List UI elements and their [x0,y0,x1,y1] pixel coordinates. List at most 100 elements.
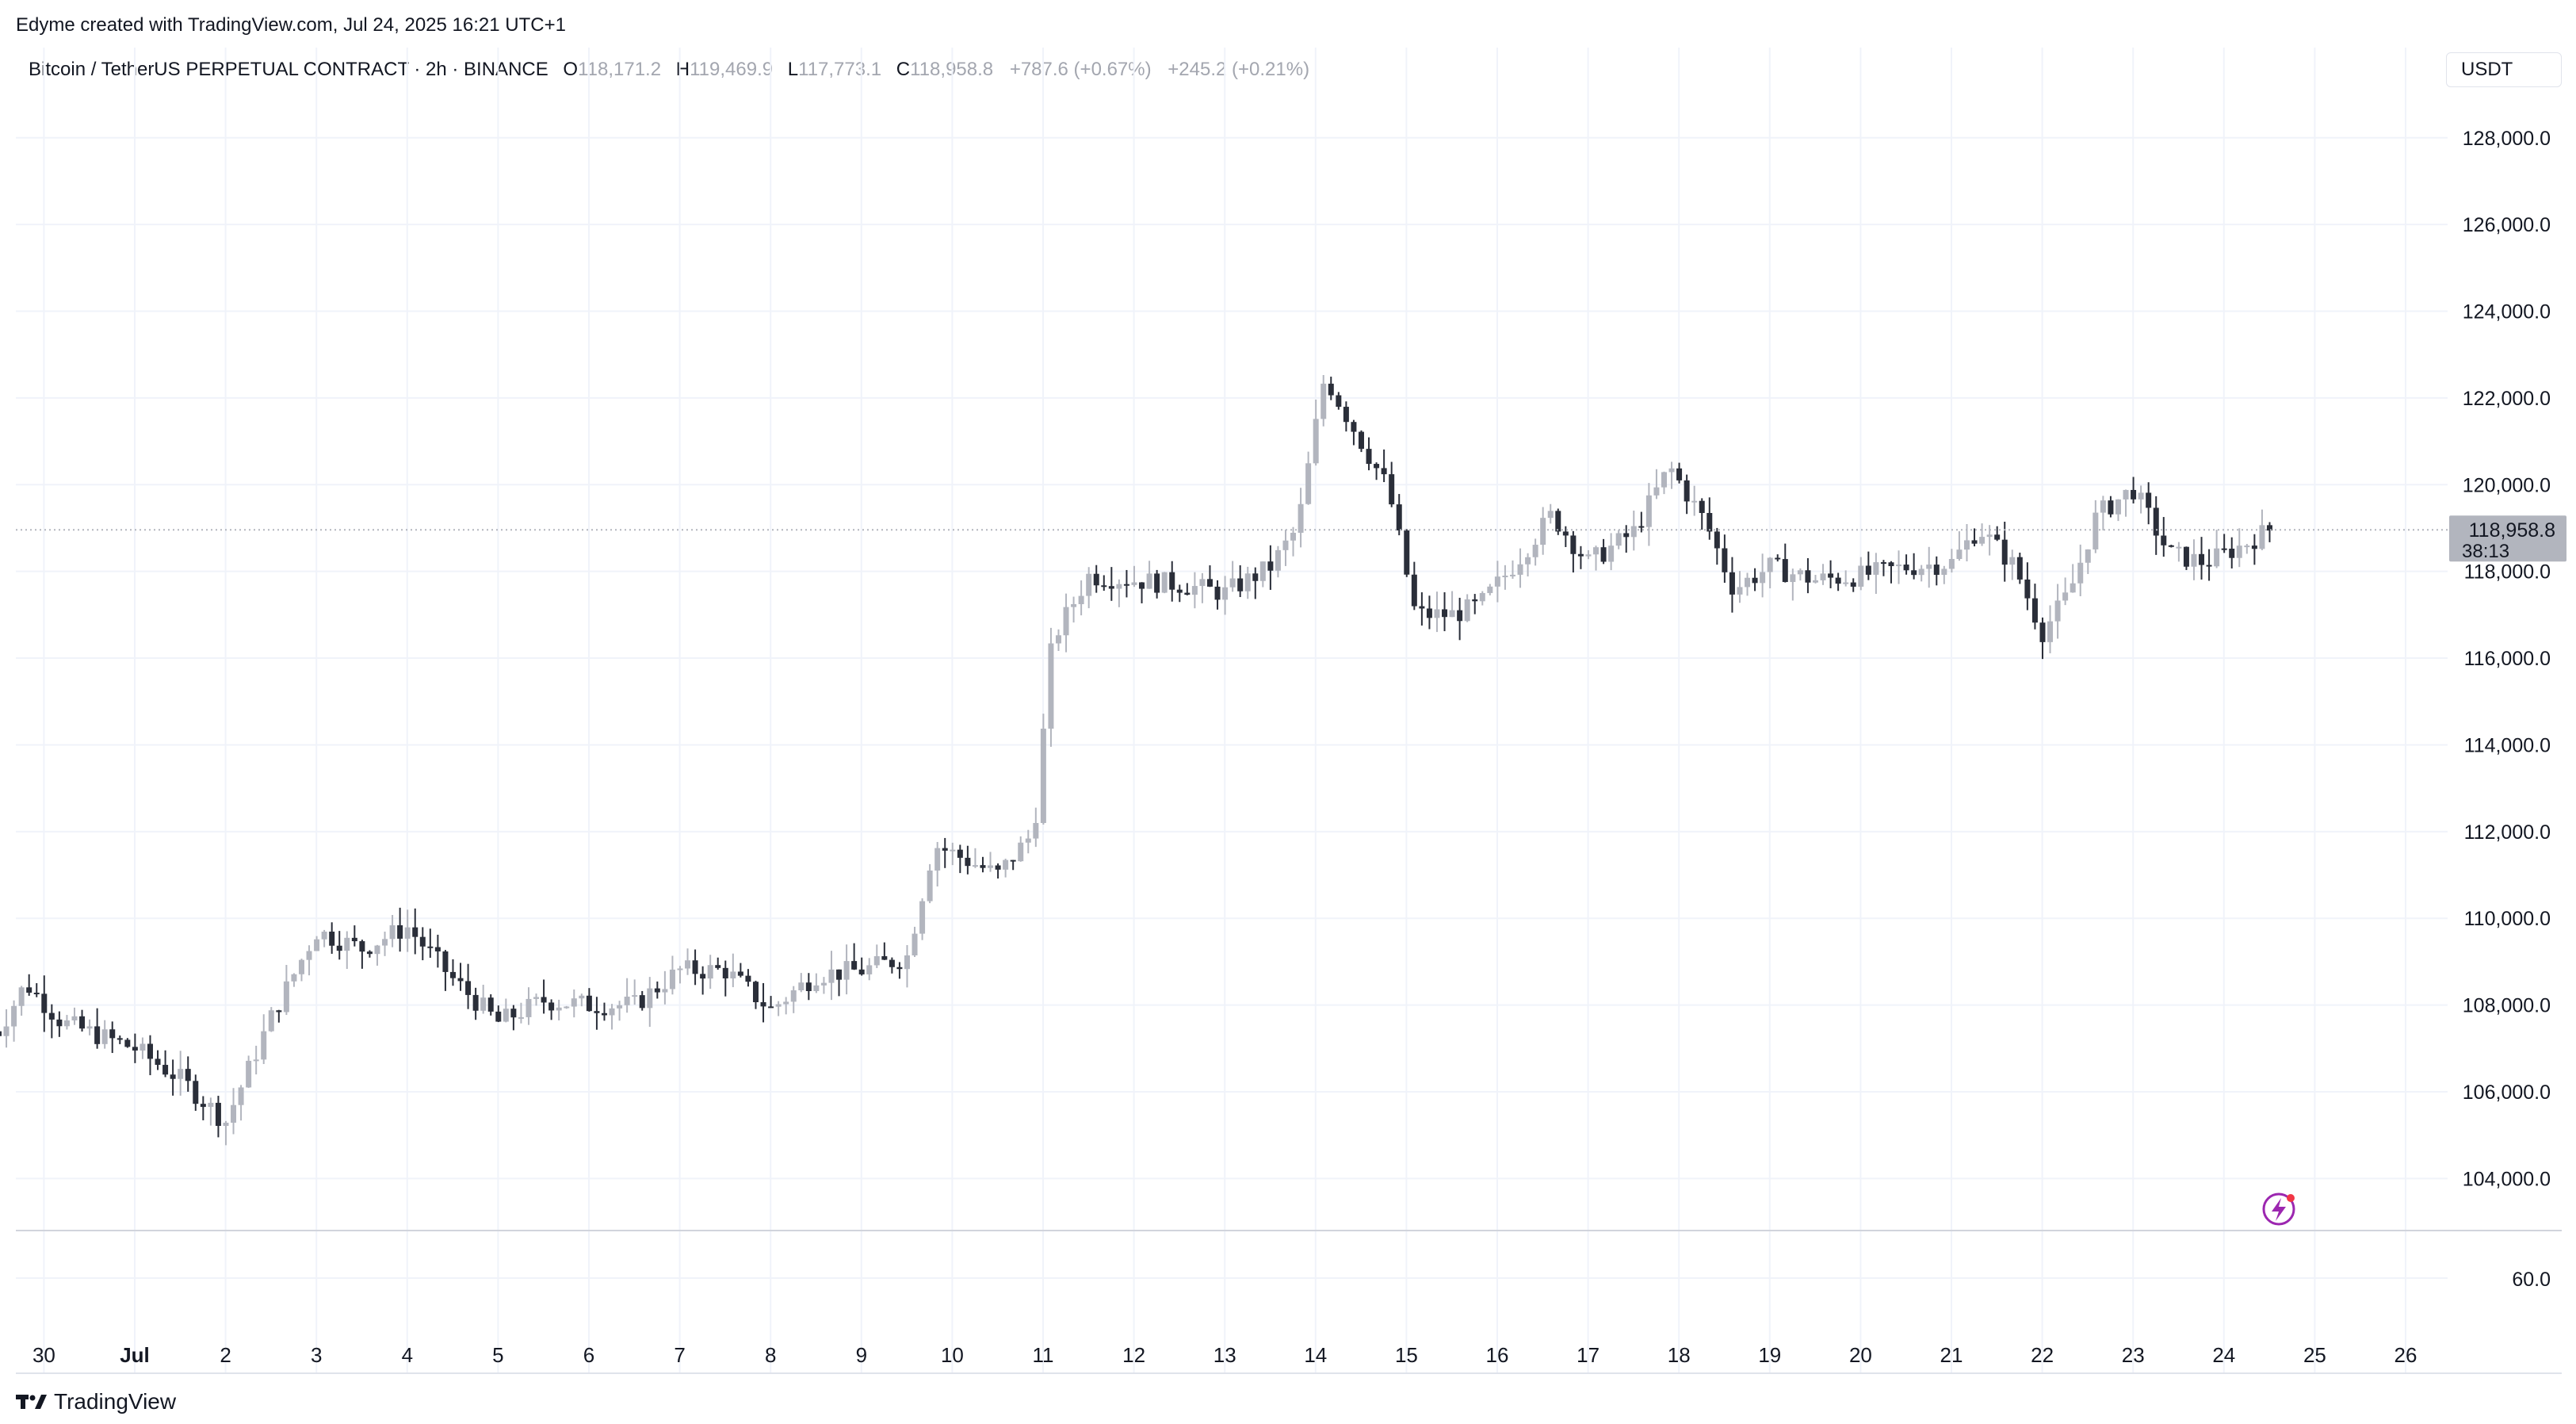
candle-body [783,1001,789,1005]
candle-body [2115,499,2121,515]
candle-body [768,1006,774,1009]
candle-body [995,865,1001,870]
time-axis-label: 16 [1486,1343,1509,1367]
time-axis-label: 2 [220,1343,231,1367]
candle-body [1033,822,1039,839]
candle-body [1653,487,1660,496]
candle-body [48,1012,55,1020]
candle-body [510,1009,517,1018]
candle-body [1169,572,1175,590]
candle-body [223,1123,229,1126]
candle-body [1630,526,1637,538]
candle-body [1812,580,1818,583]
candle-body [1259,561,1266,581]
candle-body [1600,547,1607,562]
candle-body [86,1026,93,1029]
candle-body [2009,557,2016,565]
candle-body [382,939,388,946]
candle-body [760,1001,766,1007]
candle-body [775,1004,782,1007]
time-axis-label: 26 [2394,1343,2417,1367]
candle-body [2161,535,2167,545]
candle-body [117,1038,123,1040]
candle-body [1305,463,1312,504]
candle-body [980,865,986,868]
price-axis-label: 108,000.0 [2463,995,2551,1017]
candle-body [1933,565,1940,575]
candle-body [873,955,880,966]
candle-body [1063,607,1069,636]
candle-body [487,997,494,1012]
brand-name: TradingView [54,1389,177,1414]
candle-body [927,870,933,901]
candle-body [1509,574,1515,576]
candle-body [1229,578,1236,588]
candle-body [2236,545,2242,558]
change-value: +787.6 (+0.67%) [1009,59,1152,80]
candle-body [1222,587,1229,600]
time-axis-label: Jul [120,1343,150,1367]
candle-body [404,927,411,939]
price-axis-label: 128,000.0 [2463,128,2551,150]
time-axis-label: 5 [492,1343,503,1367]
time-axis-label: 4 [402,1343,413,1367]
candle-body [2039,622,2046,642]
candle-body [813,985,820,991]
candle-body [178,1069,184,1079]
candle-body [2259,525,2265,549]
candle-body [858,969,865,974]
candle-body [1123,584,1129,586]
price-axis-label: 114,000.0 [2464,734,2551,756]
price-axis-label: 104,000.0 [2463,1168,2551,1190]
candle-body [1676,468,1683,480]
open-label: O [563,59,579,80]
candle-body [1911,570,1917,576]
candle-body [919,901,926,934]
candle-body [662,989,668,993]
candle-body [1745,577,1751,588]
price-axis-label: 124,000.0 [2463,301,2551,323]
candle-body [609,1008,615,1016]
candle-body [1668,468,1675,473]
candle-body [1797,570,1803,575]
candle-body [579,995,585,999]
candle-body [155,1058,161,1066]
candle-body [2176,546,2182,549]
candle-body [253,1059,259,1062]
candle-body [2206,565,2212,567]
candle-body [1873,562,1879,575]
candle-body [336,945,342,951]
candle-body [2077,562,2084,584]
candle-body [934,848,941,871]
candle-body [1843,582,1849,584]
candle-body [1926,565,1932,569]
bar-countdown: 38:13 [2462,541,2509,562]
candle-body [1442,609,1448,618]
price-axis-label: 122,000.0 [2463,388,2551,410]
candle-body [276,1010,282,1012]
candle-body [359,941,365,952]
candle-body [238,1087,244,1105]
candle-body [820,982,827,986]
candle-body [94,1026,101,1044]
price-axis-label: 126,000.0 [2463,214,2551,236]
candle-body [828,969,835,983]
lightning-icon[interactable] [2262,1192,2295,1226]
candle-body [2229,548,2235,558]
candle-body [298,959,304,974]
candle-body [851,961,858,970]
candle-body [601,1012,607,1016]
candle-body [1298,503,1304,533]
candle-body [2085,549,2091,563]
candle-body [1434,609,1440,618]
candle-body [314,939,320,951]
candle-body [1918,568,1924,576]
currency-unit-button[interactable]: USDT [2446,52,2562,87]
time-axis-label: 9 [856,1343,867,1367]
price-axis-label: 116,000.0 [2464,648,2551,670]
candle-body [1608,545,1615,562]
candle-body [1374,464,1380,469]
candle-body [1146,573,1152,589]
change-value-2: +245.2 (+0.21%) [1168,59,1310,80]
